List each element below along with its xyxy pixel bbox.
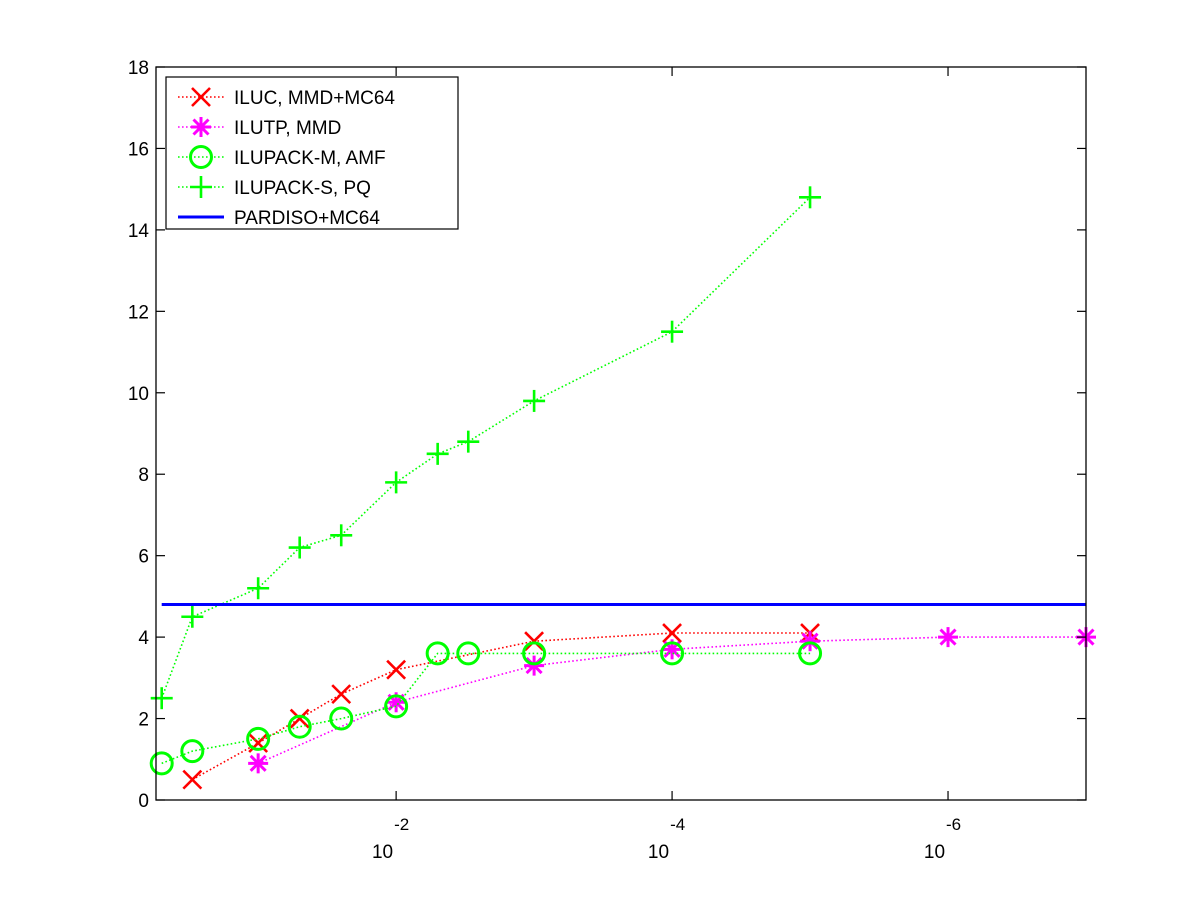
data-point-3-7 <box>457 430 480 453</box>
plot-box <box>155 66 1087 801</box>
legend-item-2: ILUPACK-M, AMF <box>178 145 386 169</box>
data-point-2-8 <box>522 641 547 666</box>
data-point-2-7 <box>456 641 481 666</box>
y-tick-label: 10 <box>128 384 149 405</box>
legend-item-1: ILUTP, MMD <box>178 117 341 139</box>
data-point-2-6 <box>425 641 450 666</box>
legend-marker-0 <box>191 87 211 107</box>
data-point-2-9 <box>660 641 685 666</box>
data-point-2-5 <box>384 694 409 719</box>
data-point-3-1 <box>181 605 204 628</box>
legend-marker-3 <box>190 176 212 198</box>
y-tick-label: 6 <box>138 547 149 568</box>
x-tick-label-exponent: -4 <box>670 815 685 834</box>
data-point-0-5 <box>524 631 545 652</box>
legend-box <box>165 76 459 230</box>
legend-label: ILUPACK-S, PQ <box>234 178 371 199</box>
data-point-1-2 <box>524 655 545 676</box>
x-tick-label-base: 10 <box>648 842 669 863</box>
data-point-3-5 <box>385 471 408 494</box>
data-point-3-3 <box>288 536 311 559</box>
data-point-2-2 <box>246 726 271 751</box>
data-point-3-6 <box>426 442 449 465</box>
legend-marker-2 <box>189 145 213 169</box>
data-point-3-4 <box>330 524 353 547</box>
data-point-3-2 <box>247 577 270 600</box>
x-tick-label-base: 10 <box>372 842 393 863</box>
data-point-0-3 <box>331 684 352 705</box>
series-3 <box>150 186 822 710</box>
legend-label: ILUTP, MMD <box>234 118 341 139</box>
legend-label: ILUPACK-M, AMF <box>234 148 386 169</box>
data-point-0-6 <box>662 623 682 643</box>
data-point-2-0 <box>149 751 174 776</box>
data-point-1-5 <box>938 627 959 648</box>
data-point-2-3 <box>287 714 312 739</box>
legend-marker-1 <box>191 117 211 137</box>
x-tick-label-exponent: -6 <box>946 815 961 834</box>
x-tick-label-base: 10 <box>924 842 945 863</box>
series-layer <box>149 186 1096 790</box>
legend-item-3: ILUPACK-S, PQ <box>178 176 371 199</box>
data-point-0-4 <box>386 659 407 680</box>
data-point-2-4 <box>329 706 354 731</box>
data-point-0-2 <box>289 708 310 729</box>
legend: ILUC, MMD+MC64 ILUTP, MMD ILUPACK-M, AMF IL… <box>165 76 459 230</box>
data-point-3-0 <box>150 687 173 710</box>
legend-item-0: ILUC, MMD+MC64 <box>178 87 395 109</box>
legend-label: ILUC, MMD+MC64 <box>234 88 395 109</box>
data-point-2-1 <box>180 739 205 764</box>
legend-item-4: PARDISO+MC64 <box>178 208 380 229</box>
series-2 <box>149 641 823 776</box>
x-tick-label-exponent: -2 <box>394 815 409 834</box>
y-tick-label: 2 <box>138 710 149 731</box>
y-tick-label: 16 <box>128 139 149 160</box>
data-point-2-10 <box>798 641 823 666</box>
y-tick-label: 18 <box>128 58 149 79</box>
y-tick-label: 8 <box>138 465 149 486</box>
data-point-3-9 <box>661 320 684 343</box>
y-tick-label: 14 <box>128 221 150 242</box>
data-point-3-10 <box>799 186 822 209</box>
data-point-0-0 <box>182 769 203 790</box>
data-point-3-8 <box>523 389 546 412</box>
y-tick-label: 0 <box>138 791 149 812</box>
legend-label: PARDISO+MC64 <box>234 208 380 229</box>
data-point-1-4 <box>800 631 821 652</box>
y-tick-label: 12 <box>128 302 149 323</box>
y-tick-label: 4 <box>138 628 149 649</box>
data-point-1-0 <box>248 753 269 774</box>
